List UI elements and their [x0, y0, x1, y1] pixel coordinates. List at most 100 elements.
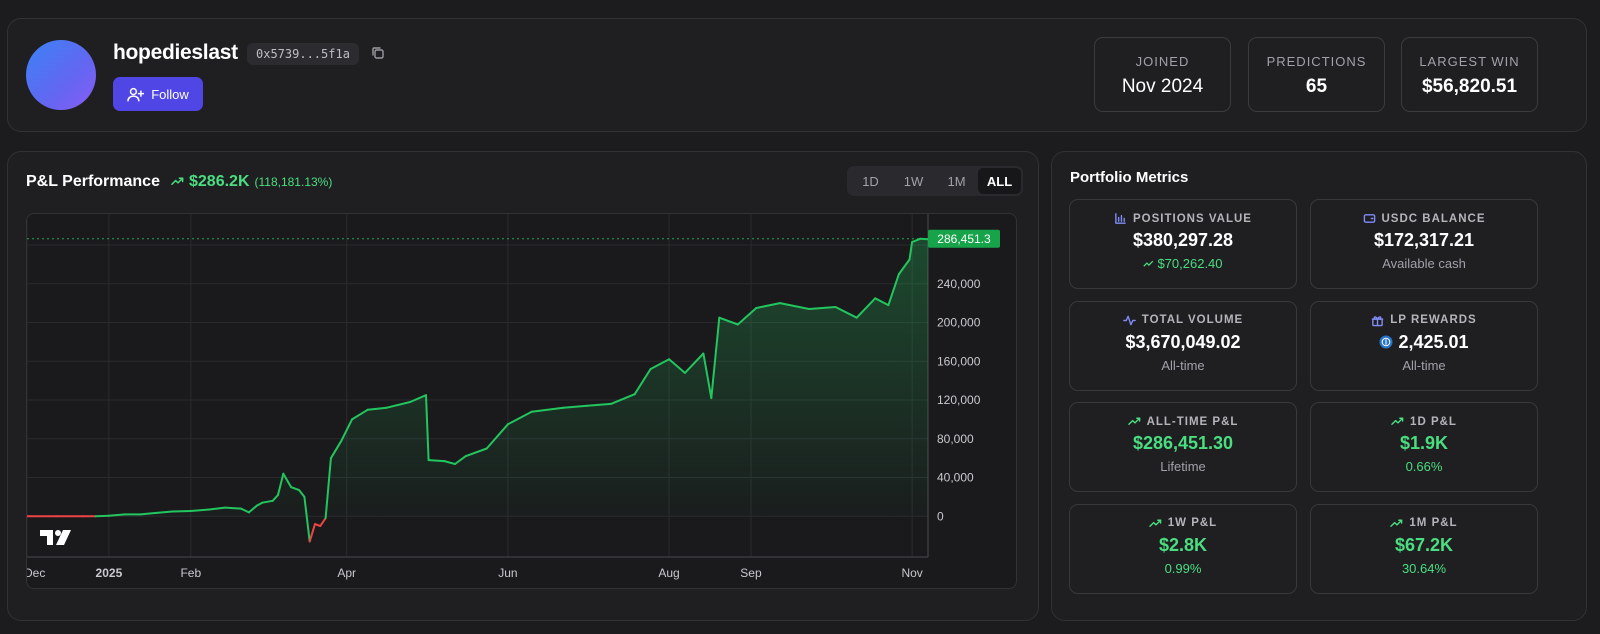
metric-sub-text: $70,262.40 — [1157, 256, 1223, 271]
pnl-line-segment — [171, 510, 192, 513]
x-tick-label: Jun — [498, 566, 517, 580]
stat-joined: JOINED Nov 2024 — [1094, 37, 1231, 112]
pnl-line-segment — [155, 510, 174, 514]
metric-sub-text: Lifetime — [1160, 459, 1206, 474]
bar-chart-icon — [1115, 213, 1126, 224]
last-value-label: 286,451.3 — [937, 232, 991, 246]
pnl-line-segment — [897, 258, 911, 276]
metric-sub-text: 0.99% — [1164, 560, 1202, 576]
pnl-line-segment — [887, 273, 900, 307]
y-tick-label: 200,000 — [937, 316, 981, 330]
pnl-line-segment — [340, 418, 353, 442]
pnl-line-segment — [649, 358, 671, 370]
metric-sub: 0.66% — [1311, 459, 1537, 474]
pnl-line-segment — [319, 517, 327, 527]
tab-1d[interactable]: 1D — [849, 168, 892, 194]
pnl-line-segment — [298, 489, 306, 498]
metric-value-text: $380,297.28 — [1132, 230, 1234, 250]
pnl-line-segment — [247, 504, 258, 514]
pnl-line-segment — [609, 393, 636, 405]
metric-label-text: LP REWARDS — [1390, 314, 1477, 326]
pnl-line-segment — [208, 506, 227, 511]
metric-1d-pl: 1D P&L $1.9K 0.66% — [1310, 402, 1538, 492]
y-tick-label: 120,000 — [937, 393, 981, 407]
pnl-line-segment — [506, 410, 533, 426]
pnl-line-segment — [755, 302, 781, 309]
metric-value: $2.8K — [1070, 535, 1296, 556]
trending-up-icon — [171, 177, 184, 185]
pnl-line-segment — [255, 501, 264, 507]
metric-value: 2,425.01 — [1311, 332, 1537, 353]
x-tick-label: Feb — [180, 566, 201, 580]
pnl-line-segment — [308, 523, 316, 543]
tab-all[interactable]: ALL — [978, 168, 1021, 194]
pnl-line-segment — [855, 297, 877, 319]
pnl-summary: $286.2K (118,181.13%) — [171, 173, 332, 191]
metric-value: $67.2K — [1311, 535, 1537, 556]
pnl-line-segment — [779, 302, 811, 310]
pnl-line-segment — [586, 402, 612, 407]
pnl-value: $286.2K — [189, 173, 250, 190]
y-tick-label: 0 — [937, 509, 944, 523]
tab-1w[interactable]: 1W — [892, 168, 935, 194]
metric-sub: All-time — [1311, 358, 1537, 373]
avatar[interactable] — [26, 40, 96, 110]
metric-label-text: POSITIONS VALUE — [1133, 212, 1252, 225]
trending-up-icon — [1390, 519, 1403, 527]
metric-sub-text: All-time — [1161, 357, 1205, 373]
follow-button[interactable]: Follow — [113, 77, 203, 111]
metric-value: $3,670,049.02 — [1070, 332, 1296, 353]
metric-label-text: ALL-TIME P&L — [1146, 415, 1239, 428]
stat-value: $56,820.51 — [1421, 76, 1518, 97]
trending-up-icon — [1391, 417, 1404, 425]
pnl-line-segment — [464, 447, 488, 458]
metric-label-text: 1D P&L — [1410, 415, 1457, 428]
copy-icon[interactable] — [370, 45, 386, 61]
metric-label: POSITIONS VALUE — [1070, 212, 1296, 225]
pnl-performance-card: P&L Performance $286.2K (118,181.13%) 1D… — [7, 151, 1039, 621]
pnl-line-segment — [736, 307, 758, 326]
metric-label: USDC BALANCE — [1311, 212, 1537, 225]
pnl-line-segment — [324, 457, 332, 520]
metric-label: LP REWARDS — [1311, 314, 1537, 327]
metric-positions-value: POSITIONS VALUE $380,297.28 $70,262.40 — [1069, 199, 1297, 289]
pnl-line-segment — [718, 316, 739, 326]
metric-1w-pl: 1W P&L $2.8K 0.99% — [1069, 503, 1297, 594]
pnl-percent: (118,181.13%) — [254, 175, 333, 189]
metric-lp-rewards: LP REWARDS 2,425.01 All-time — [1310, 300, 1538, 391]
pnl-line-segment — [329, 439, 343, 460]
y-tick-label: 40,000 — [937, 471, 974, 485]
pnl-line-segment — [303, 495, 311, 543]
metric-1m-pl: 1M P&L $67.2K 30.64% — [1310, 503, 1538, 594]
metric-total-volume: TOTAL VOLUME $3,670,049.02 All-time — [1069, 300, 1297, 391]
pnl-line-segment — [261, 499, 274, 504]
metric-sub-text: 30.64% — [1401, 560, 1447, 576]
pnl-line-segment — [668, 358, 686, 374]
tab-1m[interactable]: 1M — [935, 168, 978, 194]
portfolio-metrics-card: Portfolio Metrics POSITIONS VALUE $380,29… — [1051, 151, 1587, 621]
metric-value: $172,317.21 — [1311, 230, 1537, 251]
metric-value-text: $3,670,049.02 — [1125, 331, 1241, 352]
pnl-line-segment — [425, 394, 430, 462]
last-value-badge — [928, 229, 1000, 248]
stat-label: PREDICTIONS — [1266, 54, 1367, 69]
pnl-chart[interactable]: 0 40,000 80,000 120,000 160,000 200,000 240,00… — [26, 213, 1017, 589]
pnl-line-segment — [385, 401, 412, 409]
tradingview-logo-icon — [40, 530, 71, 545]
pnl-chart-svg[interactable]: 0 40,000 80,000 120,000 160,000 200,000 240,00… — [27, 214, 1017, 589]
metric-value-text: $2.8K — [1158, 534, 1208, 555]
metrics-title: Portfolio Metrics — [1070, 169, 1189, 186]
pnl-line-segment — [351, 408, 369, 421]
y-tick-label: 240,000 — [937, 277, 981, 291]
pnl-line-segment — [107, 513, 126, 517]
pnl-line-segment — [485, 423, 509, 450]
pnl-line-segment — [224, 506, 242, 510]
metric-label-text: 1W P&L — [1167, 517, 1218, 529]
user-plus-icon — [127, 87, 145, 101]
trending-up-icon — [1127, 417, 1140, 425]
pnl-line-segment — [282, 472, 293, 489]
pnl-line-segment — [874, 297, 890, 307]
trending-up-icon — [1148, 519, 1162, 527]
pnl-line-segment — [633, 368, 652, 396]
metric-value: $1.9K — [1311, 433, 1537, 454]
